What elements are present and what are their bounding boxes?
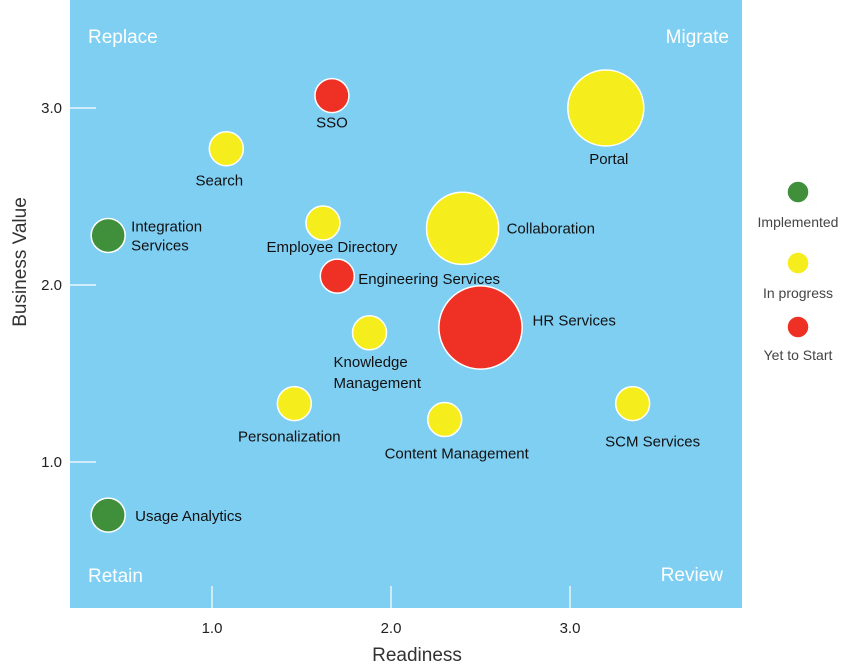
- bubble-label-knowledge-management: Knowledge Management: [334, 354, 422, 392]
- y-tick-label: 3.0: [41, 100, 62, 117]
- quadrant-label-migrate: Migrate: [666, 27, 729, 48]
- y-tick-label: 2.0: [41, 277, 62, 294]
- legend: Implemented In progress Yet to Start: [758, 180, 839, 363]
- bubble-label-hr-services: HR Services: [533, 312, 616, 329]
- bubble-usage-analytics: [90, 497, 126, 533]
- bubble-content-management: [426, 401, 463, 438]
- quadrant-label-review: Review: [661, 565, 724, 586]
- bubble-label-integration-services: Integration Services: [131, 218, 202, 254]
- bubble-label-content-management: Content Management: [385, 446, 530, 463]
- bubble-label-employee-directory: Employee Directory: [267, 239, 398, 256]
- bubble-search: [208, 130, 245, 167]
- bubble-portal: [567, 69, 645, 147]
- bubble-employee-directory: [305, 205, 341, 241]
- bubble-label-usage-analytics: Usage Analytics: [135, 508, 242, 525]
- legend-label-in-progress: In progress: [763, 285, 833, 301]
- bubble-knowledge-management: [351, 315, 388, 351]
- legend-swatch-in-progress: [786, 251, 810, 275]
- legend-swatch-yet-to-start: [786, 315, 810, 339]
- bubble-label-sso: SSO: [316, 115, 348, 132]
- legend-swatch-implemented: [786, 180, 810, 204]
- bubble-engineering-services: [319, 258, 356, 294]
- quadrant-label-retain: Retain: [88, 566, 143, 587]
- bubble-personalization: [276, 385, 313, 422]
- bubble-scm-services: [614, 385, 651, 422]
- bubble-label-search: Search: [196, 173, 244, 190]
- bubble-label-collaboration: Collaboration: [507, 220, 595, 237]
- bubble-label-portal: Portal: [589, 151, 628, 168]
- x-tick-label: 2.0: [381, 620, 402, 637]
- bubble-labels: SSO Search Portal Integration Services Employ…: [131, 115, 700, 525]
- legend-label-yet-to-start: Yet to Start: [764, 347, 833, 363]
- y-axis-title: Business Value: [10, 197, 31, 327]
- bubble-collaboration: [425, 191, 500, 266]
- bubble-integration-services: [90, 217, 126, 254]
- quadrant-label-replace: Replace: [88, 27, 158, 48]
- x-tick-label: 1.0: [202, 620, 223, 637]
- axes: 1.0 2.0 3.0 1.0 2.0 3.0: [41, 100, 580, 637]
- x-tick-label: 3.0: [560, 620, 581, 637]
- bubble-hr-services: [438, 285, 523, 370]
- legend-label-implemented: Implemented: [758, 214, 839, 230]
- bubble-sso: [314, 77, 350, 114]
- bubbles: [90, 69, 651, 533]
- x-axis-title: Readiness: [372, 645, 462, 666]
- bubble-label-personalization: Personalization: [238, 429, 341, 446]
- bubble-label-scm-services: SCM Services: [605, 434, 700, 451]
- bubble-label-engineering-services: Engineering Services: [358, 271, 500, 288]
- y-tick-label: 1.0: [41, 454, 62, 471]
